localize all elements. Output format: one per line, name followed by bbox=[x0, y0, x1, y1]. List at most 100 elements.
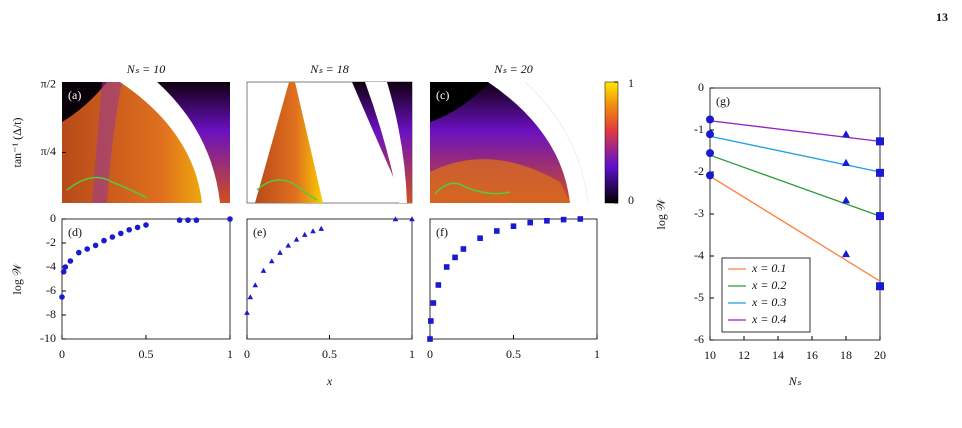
x-axis-label: Nₛ bbox=[788, 374, 802, 388]
y-tick-label: -6 bbox=[694, 332, 704, 346]
x-tick-label: 0.5 bbox=[506, 347, 521, 361]
point bbox=[76, 249, 82, 256]
point bbox=[706, 115, 714, 124]
panel-label: (d) bbox=[68, 225, 82, 239]
point bbox=[876, 282, 884, 291]
axes-frame bbox=[61, 218, 231, 340]
point bbox=[176, 217, 183, 223]
x-tick-label: 18 bbox=[840, 348, 852, 362]
x-tick-label: 0.5 bbox=[139, 347, 154, 361]
point bbox=[227, 216, 233, 222]
point bbox=[577, 216, 584, 222]
point bbox=[560, 216, 567, 223]
point bbox=[876, 137, 884, 146]
point bbox=[118, 230, 124, 237]
y-tick-label: -5 bbox=[694, 290, 704, 304]
fit-line bbox=[709, 135, 881, 173]
y-tick-label: -6 bbox=[46, 283, 56, 297]
point bbox=[84, 246, 90, 252]
panel-label: (f) bbox=[436, 225, 448, 239]
fit-line bbox=[709, 175, 881, 282]
point bbox=[185, 217, 191, 223]
point bbox=[285, 242, 292, 248]
point bbox=[247, 294, 254, 300]
y-tick-label: -2 bbox=[46, 235, 56, 249]
point bbox=[301, 231, 308, 237]
point bbox=[510, 223, 517, 229]
x-tick-label: 1 bbox=[594, 347, 600, 361]
point bbox=[435, 282, 442, 288]
y-tick-label: -4 bbox=[46, 259, 56, 273]
point bbox=[310, 228, 316, 234]
point bbox=[244, 309, 250, 315]
panel-label: (e) bbox=[253, 225, 266, 239]
colorbar bbox=[604, 81, 619, 204]
point bbox=[193, 217, 200, 223]
y-tick-label: -2 bbox=[694, 164, 704, 178]
x-tick-label: 14 bbox=[772, 348, 784, 362]
point bbox=[92, 242, 99, 249]
point bbox=[452, 254, 458, 261]
x-tick-label: 0 bbox=[59, 347, 65, 361]
panel-label: (c) bbox=[436, 88, 449, 102]
y-tick-label: -10 bbox=[40, 331, 56, 345]
x-tick-label: 0.5 bbox=[322, 347, 337, 361]
point bbox=[842, 158, 850, 166]
x-tick-label: 10 bbox=[704, 348, 716, 362]
legend-label: x = 0.3 bbox=[751, 295, 786, 309]
panel-label: (b) bbox=[253, 88, 267, 102]
point bbox=[277, 249, 283, 255]
colorbar-tick-label: 1 bbox=[628, 76, 634, 90]
point bbox=[293, 236, 300, 242]
panel-label: (g) bbox=[716, 94, 730, 108]
x-tick-label: 12 bbox=[738, 348, 750, 362]
point bbox=[143, 222, 149, 228]
point bbox=[842, 130, 850, 138]
y-tick-label: 0 bbox=[50, 211, 56, 225]
point bbox=[260, 267, 267, 273]
x-tick-label: 20 bbox=[874, 348, 886, 362]
y-tick-label: π/2 bbox=[41, 76, 56, 90]
heatmap-a bbox=[62, 82, 230, 203]
legend-label: x = 0.4 bbox=[751, 312, 786, 326]
point bbox=[527, 219, 533, 226]
y-axis-label: log 𝒲 bbox=[654, 197, 668, 229]
y-tick-label: -3 bbox=[694, 206, 704, 220]
panel-title: Nₛ = 10 bbox=[126, 62, 166, 76]
axes-frame bbox=[429, 218, 598, 340]
x-tick-label: 16 bbox=[806, 348, 818, 362]
point bbox=[494, 228, 500, 234]
point bbox=[842, 196, 850, 204]
y-tick-label: -4 bbox=[694, 248, 704, 262]
point bbox=[67, 258, 74, 264]
panel-label: (a) bbox=[68, 88, 81, 102]
x-tick-label: 0 bbox=[244, 347, 250, 361]
point bbox=[706, 149, 714, 158]
point bbox=[59, 294, 65, 300]
y-axis-label: log 𝒲 bbox=[10, 262, 24, 294]
point bbox=[134, 224, 141, 231]
x-tick-label: 0 bbox=[427, 347, 433, 361]
point bbox=[392, 216, 399, 222]
y-tick-label: -8 bbox=[46, 307, 56, 321]
point bbox=[268, 258, 275, 264]
point bbox=[109, 234, 116, 240]
point bbox=[706, 130, 714, 139]
panel-title: Nₛ = 20 bbox=[493, 62, 533, 76]
point bbox=[876, 168, 884, 177]
point bbox=[876, 212, 884, 221]
heatmap-c bbox=[430, 82, 597, 203]
point bbox=[544, 218, 550, 224]
point bbox=[62, 264, 69, 270]
heatmap-b bbox=[246, 81, 413, 204]
panel-title: Nₛ = 18 bbox=[309, 62, 349, 76]
point bbox=[443, 264, 450, 270]
fit-line bbox=[709, 120, 881, 142]
colorbar-tick-label: 0 bbox=[628, 193, 634, 207]
axes-frame bbox=[246, 218, 413, 340]
page-number: 13 bbox=[936, 10, 948, 24]
point bbox=[101, 237, 107, 244]
y-tick-label: 0 bbox=[698, 80, 704, 94]
point bbox=[126, 227, 132, 233]
